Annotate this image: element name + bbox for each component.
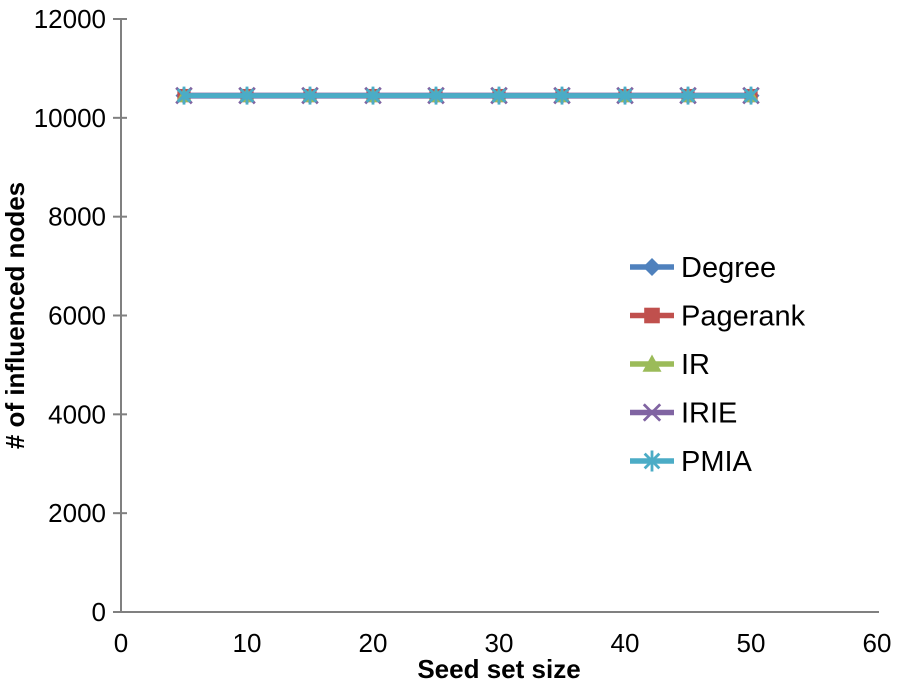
y-tick-label: 6000 bbox=[48, 301, 106, 331]
asterisk-marker-stroke bbox=[680, 88, 696, 103]
asterisk-marker-stroke bbox=[617, 88, 633, 103]
asterisk-marker-stroke bbox=[643, 452, 661, 470]
data-marker-pmia bbox=[680, 86, 696, 105]
data-marker-pmia bbox=[239, 86, 255, 105]
x-tick-label: 40 bbox=[611, 628, 640, 658]
x-tick-label: 20 bbox=[359, 628, 388, 658]
x-tick-label: 0 bbox=[114, 628, 128, 658]
legend-item-pagerank: Pagerank bbox=[630, 301, 806, 333]
y-ticks-group: 0 2000 4000 6000 8000 10000 12000 bbox=[34, 4, 127, 627]
legend-label-degree: Degree bbox=[681, 252, 776, 284]
data-marker-pmia bbox=[554, 86, 570, 105]
data-marker-pmia bbox=[176, 86, 192, 105]
legend-marker-pmia bbox=[643, 450, 661, 472]
y-tick-label: 2000 bbox=[48, 498, 106, 528]
x-ticks-group: 0 10 20 30 40 50 60 bbox=[114, 628, 892, 658]
data-marker-pmia bbox=[365, 86, 381, 105]
legend-item-irie: IRIE bbox=[630, 398, 737, 430]
series-pmia bbox=[176, 86, 759, 105]
asterisk-marker-stroke bbox=[302, 88, 318, 103]
legend-marker-degree bbox=[643, 258, 661, 276]
legend-marker-irie bbox=[642, 403, 662, 422]
triangle-marker-shape bbox=[642, 354, 662, 372]
square-marker-shape bbox=[644, 307, 660, 324]
legend-label-pagerank: Pagerank bbox=[681, 301, 806, 333]
data-marker-pmia bbox=[428, 86, 444, 105]
y-tick-label: 0 bbox=[92, 597, 106, 627]
asterisk-marker-stroke bbox=[743, 88, 759, 103]
x-tick-label: 30 bbox=[485, 628, 514, 658]
diamond-marker-shape bbox=[643, 258, 661, 276]
legend-label-pmia: PMIA bbox=[681, 446, 753, 478]
legend: Degree Pagerank IR IRIE PMIA bbox=[630, 252, 806, 478]
legend-marker-ir bbox=[642, 354, 662, 372]
asterisk-marker-stroke bbox=[554, 88, 570, 103]
series-group bbox=[175, 86, 760, 105]
asterisk-marker-stroke bbox=[176, 88, 192, 103]
legend-item-ir: IR bbox=[630, 349, 710, 381]
y-tick-label: 4000 bbox=[48, 399, 106, 429]
asterisk-marker-stroke bbox=[428, 88, 444, 103]
asterisk-marker-stroke bbox=[491, 88, 507, 103]
x-marker-stroke bbox=[642, 403, 662, 422]
x-tick-label: 60 bbox=[863, 628, 892, 658]
legend-label-irie: IRIE bbox=[681, 398, 737, 430]
legend-label-ir: IR bbox=[681, 349, 710, 381]
legend-marker-pagerank bbox=[644, 307, 660, 324]
legend-item-pmia: PMIA bbox=[630, 446, 753, 478]
y-axis-title: # of influenced nodes bbox=[0, 182, 30, 449]
data-marker-pmia bbox=[302, 86, 318, 105]
x-tick-label: 10 bbox=[233, 628, 262, 658]
y-tick-label: 8000 bbox=[48, 202, 106, 232]
data-marker-pmia bbox=[617, 86, 633, 105]
y-tick-label: 12000 bbox=[34, 4, 106, 34]
legend-item-degree: Degree bbox=[630, 252, 776, 284]
data-marker-pmia bbox=[743, 86, 759, 105]
x-tick-label: 50 bbox=[737, 628, 766, 658]
x-axis-title: Seed set size bbox=[417, 654, 580, 684]
asterisk-marker-stroke bbox=[239, 88, 255, 103]
asterisk-marker-stroke bbox=[365, 88, 381, 103]
y-tick-label: 10000 bbox=[34, 103, 106, 133]
data-marker-pmia bbox=[491, 86, 507, 105]
